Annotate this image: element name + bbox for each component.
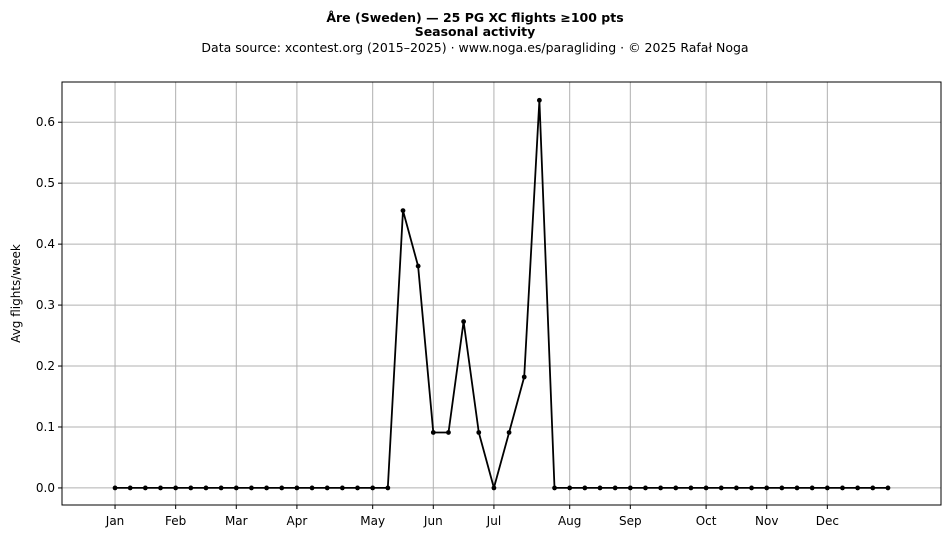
data-point bbox=[597, 485, 603, 491]
data-point bbox=[249, 485, 254, 491]
x-tick-label: Jan bbox=[105, 514, 125, 528]
data-point bbox=[658, 485, 664, 491]
data-point bbox=[855, 485, 861, 491]
data-point bbox=[279, 485, 285, 491]
data-point bbox=[309, 485, 315, 491]
y-axis-label: Avg flights/week bbox=[9, 244, 23, 343]
data-point bbox=[158, 485, 163, 491]
data-point bbox=[446, 430, 451, 435]
data-point bbox=[643, 485, 648, 491]
x-tick-label: Mar bbox=[225, 514, 248, 528]
data-point bbox=[415, 263, 421, 269]
x-tick-label: Apr bbox=[287, 514, 308, 528]
data-point bbox=[582, 485, 588, 491]
data-point bbox=[339, 485, 345, 491]
data-point bbox=[552, 485, 557, 491]
data-point bbox=[355, 485, 360, 491]
data-point bbox=[324, 485, 330, 491]
x-tick-label: Aug bbox=[558, 514, 581, 528]
data-point bbox=[734, 485, 739, 491]
y-tick-label: 0.5 bbox=[36, 176, 55, 190]
data-point bbox=[112, 485, 118, 491]
data-point bbox=[627, 485, 633, 491]
data-point bbox=[764, 485, 770, 491]
data-point bbox=[809, 485, 815, 491]
data-point bbox=[370, 485, 376, 491]
data-point bbox=[188, 485, 194, 491]
x-tick-label: Sep bbox=[619, 514, 642, 528]
chart-subtitle: Seasonal activity bbox=[414, 24, 536, 39]
data-point bbox=[779, 485, 785, 491]
y-tick-label: 0.2 bbox=[36, 359, 55, 373]
data-point bbox=[794, 485, 800, 491]
x-tick-label: May bbox=[360, 514, 385, 528]
data-point bbox=[885, 485, 891, 491]
series-line bbox=[115, 99, 888, 489]
data-point bbox=[461, 319, 467, 324]
data-point bbox=[840, 485, 845, 491]
data-point bbox=[400, 208, 406, 214]
data-point bbox=[142, 485, 148, 491]
data-point bbox=[506, 430, 512, 435]
data-point bbox=[536, 97, 542, 103]
y-tick-label: 0.0 bbox=[36, 481, 55, 495]
data-point bbox=[673, 485, 679, 491]
data-point bbox=[824, 485, 830, 491]
data-point bbox=[521, 374, 527, 380]
y-axis: 0.0 0.1 0.2 0.3 0.4 0.5 0.6 bbox=[36, 115, 62, 495]
y-tick-label: 0.1 bbox=[36, 420, 55, 434]
data-point bbox=[218, 485, 224, 491]
data-point bbox=[264, 485, 269, 491]
data-point bbox=[718, 485, 724, 491]
data-point bbox=[688, 485, 694, 491]
data-point bbox=[612, 485, 618, 491]
grid-lines bbox=[62, 82, 941, 505]
series-line-layer bbox=[115, 99, 888, 489]
y-tick-label: 0.3 bbox=[36, 298, 55, 312]
data-point bbox=[491, 485, 497, 491]
data-points bbox=[112, 97, 891, 491]
data-point bbox=[233, 485, 239, 491]
data-point bbox=[870, 485, 876, 491]
x-tick-label: Oct bbox=[696, 514, 717, 528]
x-tick-label: Dec bbox=[816, 514, 839, 528]
data-point bbox=[749, 485, 754, 491]
data-point bbox=[203, 485, 209, 491]
data-point bbox=[294, 485, 300, 491]
chart-source-note: Data source: xcontest.org (2015–2025) · … bbox=[201, 40, 749, 55]
y-tick-label: 0.6 bbox=[36, 115, 55, 129]
data-point bbox=[385, 485, 391, 491]
data-point bbox=[173, 485, 179, 491]
data-point bbox=[567, 485, 573, 491]
data-point bbox=[703, 485, 709, 491]
plot-frame bbox=[61, 81, 942, 506]
data-point bbox=[127, 485, 133, 491]
x-tick-label: Jul bbox=[486, 514, 501, 528]
chart-title-block: Åre (Sweden) — 25 PG XC flights ≥100 pts… bbox=[0, 10, 950, 57]
x-axis: Jan Feb Mar Apr May Jun Jul Aug Sep Oct Nov Dec bbox=[105, 505, 839, 528]
x-tick-label: Feb bbox=[165, 514, 186, 528]
x-tick-label: Jun bbox=[423, 514, 443, 528]
data-point bbox=[476, 430, 482, 435]
chart-title: Åre (Sweden) — 25 PG XC flights ≥100 pts bbox=[326, 10, 624, 25]
y-tick-label: 0.4 bbox=[36, 237, 55, 251]
x-tick-label: Nov bbox=[755, 514, 778, 528]
data-point bbox=[430, 430, 436, 435]
